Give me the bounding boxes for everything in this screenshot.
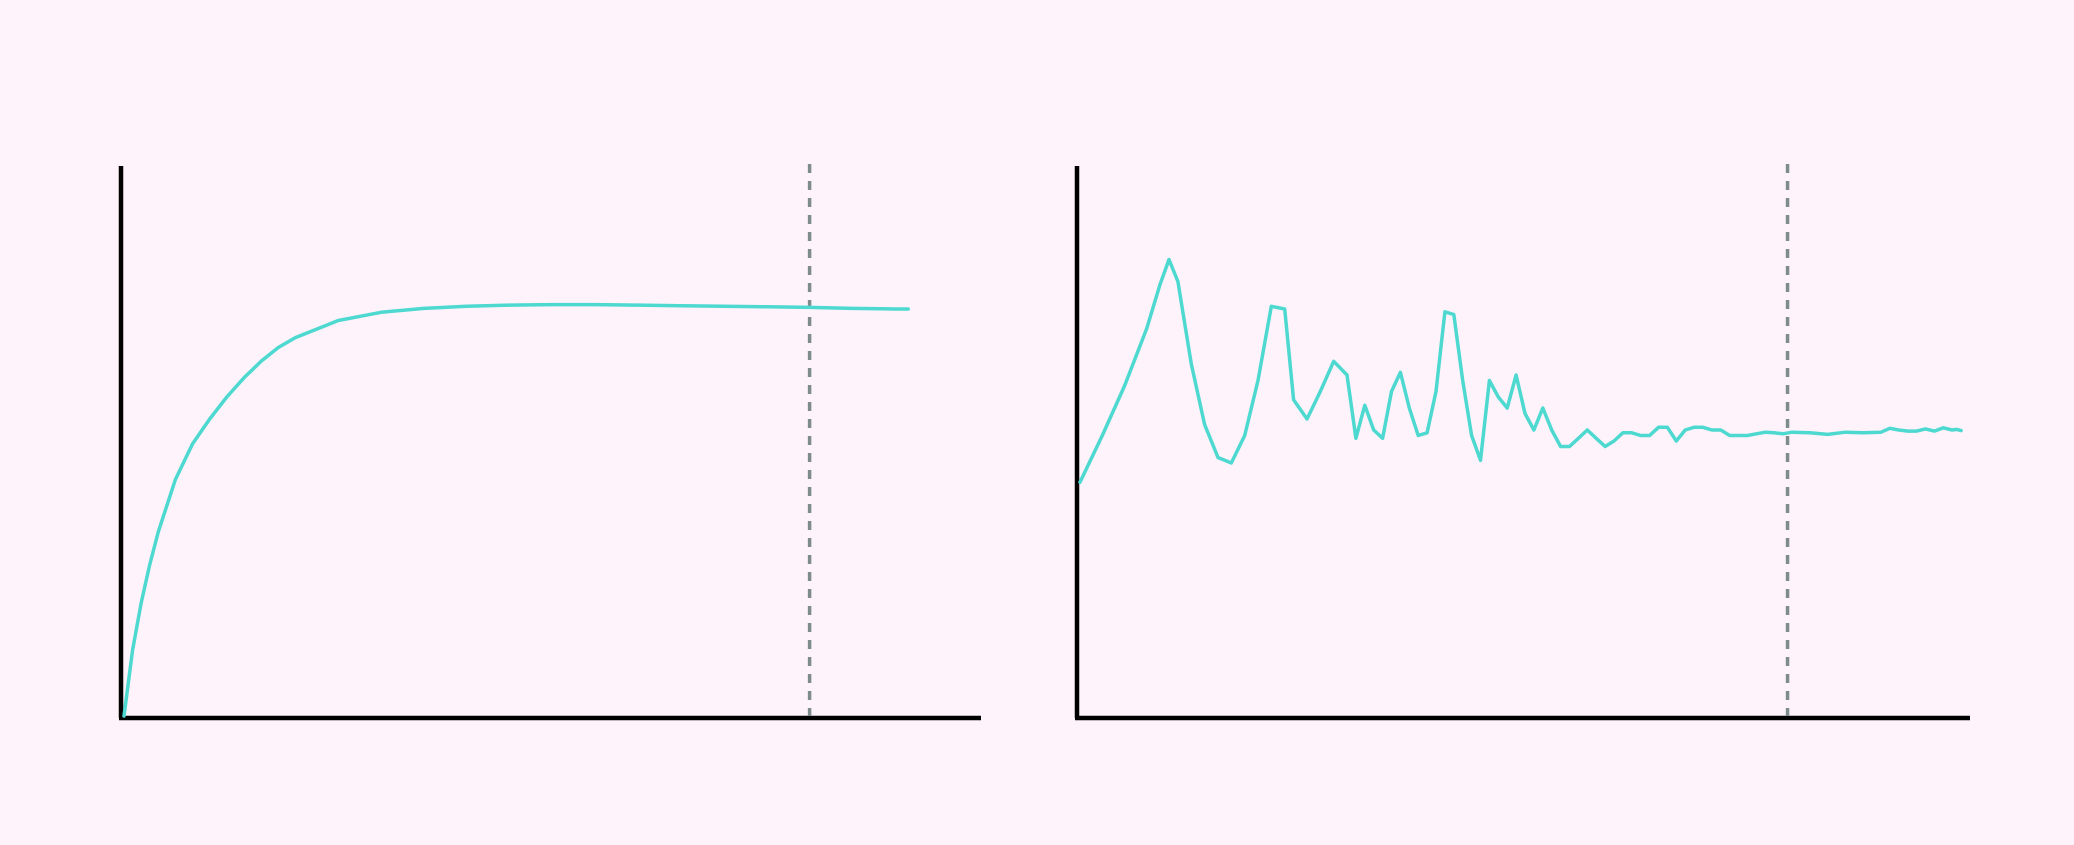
right-series-line (1078, 257, 1963, 485)
left-series-line (122, 302, 910, 718)
chart-left (118, 164, 981, 721)
chart-right (1074, 164, 1970, 721)
